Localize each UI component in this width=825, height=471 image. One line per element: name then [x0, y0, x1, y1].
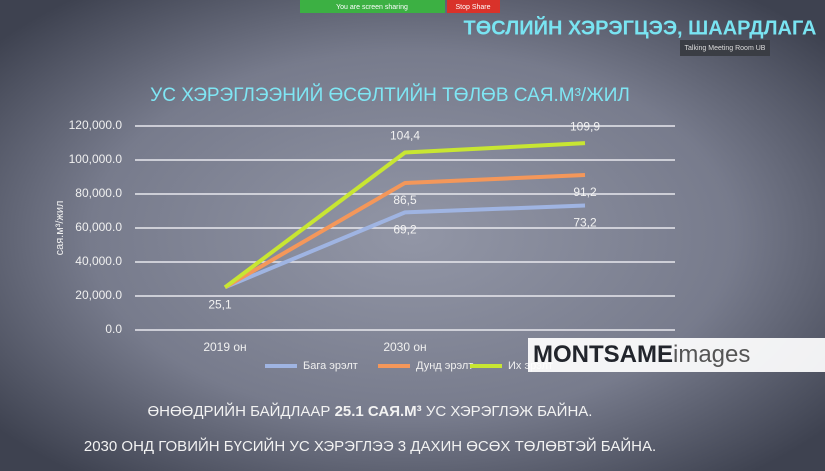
meeting-room-box	[680, 40, 770, 56]
legend-label: Дунд эрэлт	[416, 360, 473, 372]
note-text: УС ХЭРЭГЛЭЖ БАЙНА.	[422, 402, 593, 420]
series-line	[224, 203, 586, 290]
x-tick-label: 2019 он	[203, 340, 246, 354]
watermark: MONTSAMEimages	[533, 341, 750, 368]
y-tick-label: 20,000.0	[75, 288, 122, 302]
y-tick-label: 0.0	[105, 322, 122, 336]
note-text: ӨНӨӨДРИЙН БАЙДЛААР	[148, 402, 335, 420]
stop-share-label[interactable]: Stop Share	[455, 4, 490, 11]
y-tick-label: 80,000.0	[75, 186, 122, 200]
x-tick-label: 2030 он	[383, 340, 426, 354]
y-tick-label: 60,000.0	[75, 220, 122, 234]
data-label: 69,2	[393, 223, 417, 237]
meeting-room: Talking Meeting Room UB	[685, 45, 766, 52]
chart-title: УС ХЭРЭГЛЭЭНИЙ ӨСӨЛТИЙН ТӨЛӨВ САЯ.М³/ЖИЛ	[150, 84, 630, 106]
watermark-box	[528, 338, 825, 372]
series-line	[223, 172, 586, 290]
y-tick-label: 100,000.0	[69, 152, 123, 166]
share-bar	[300, 0, 445, 13]
data-label: 86,5	[393, 193, 417, 207]
watermark-brand: MONTSAME	[533, 341, 673, 368]
note-bold: 25.1 САЯ.М³	[335, 403, 422, 420]
data-label: 104,4	[390, 129, 420, 143]
y-tick-label: 40,000.0	[75, 254, 122, 268]
data-label: 91,2	[573, 185, 597, 199]
watermark-suffix: images	[673, 341, 750, 368]
note: ӨНӨӨДРИЙН БАЙДЛААР 25.1 САЯ.М³ УС ХЭРЭГЛ…	[148, 402, 593, 420]
data-label: 25,1	[208, 298, 232, 312]
note: 2030 ОНД ГОВИЙН БҮСИЙН УС ХЭРЭГЛЭЭ 3 ДАХ…	[84, 437, 656, 455]
data-label: 109,9	[570, 119, 600, 133]
series-line	[223, 141, 586, 289]
data-label: 73,2	[573, 216, 597, 230]
slide-header: ТӨСЛИЙН ХЭРЭГЦЭЭ, ШААРДЛАГА	[464, 15, 817, 39]
plot: 0.0 20,000.0 40,000.0 60,000.0 80,000.0 100,0…	[69, 118, 675, 372]
y-tick-label: 120,000.0	[69, 118, 123, 132]
stop-share-button[interactable]	[447, 0, 500, 13]
y-axis-label: сая.м³/жил	[54, 201, 66, 256]
legend-label: Бага эрэлт	[303, 360, 358, 372]
share-status: You are screen sharing	[336, 4, 408, 11]
